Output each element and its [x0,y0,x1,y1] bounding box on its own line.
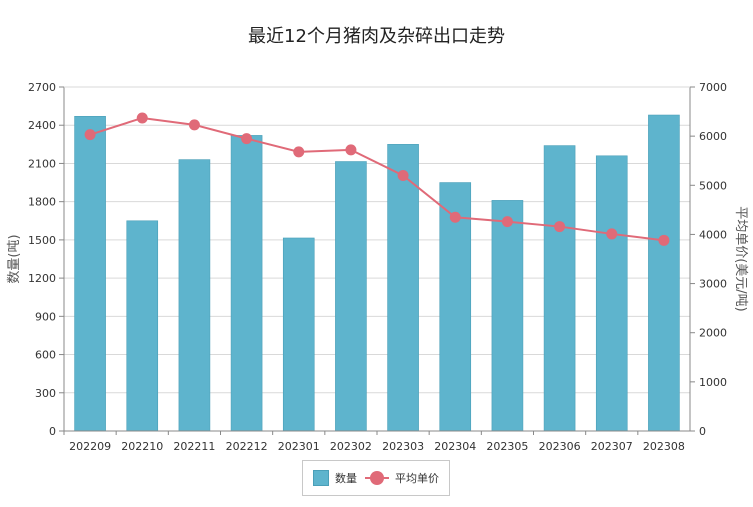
bar-202307[interactable] [595,155,628,432]
chart-title: 最近12个月猪肉及杂碎出口走势 [248,26,505,47]
avg-price-point-202307[interactable] [606,228,618,240]
x-tick-label: 202303 [382,440,424,453]
avg-price-point-202301[interactable] [293,146,305,158]
bar-202209[interactable] [74,116,106,432]
legend-label-avg-price: 平均单价 [395,472,439,485]
x-tick-label: 202306 [539,440,581,453]
left-tick-label: 0 [49,425,56,438]
line-series [84,112,670,246]
left-tick-label: 1200 [28,272,56,285]
bar-202210[interactable] [126,220,159,432]
bar-202305[interactable] [491,200,524,432]
bar-202301[interactable] [282,237,315,432]
bar-series [74,114,680,432]
left-tick-label: 900 [35,310,56,323]
bar-202306[interactable] [543,145,576,432]
left-tick-label: 1500 [28,234,56,247]
left-tick-label: 2100 [28,157,56,170]
x-tick-label: 202304 [434,440,476,453]
avg-price-point-202304[interactable] [449,211,461,223]
left-tick-label: 300 [35,387,56,400]
avg-price-point-202305[interactable] [501,216,513,228]
bar-202211[interactable] [178,159,211,432]
chart-legend: 数量 平均单价 [302,460,450,496]
right-tick-label: 7000 [699,81,727,94]
x-tick-label: 202209 [69,440,111,453]
x-tick-label: 202211 [173,440,215,453]
right-axis-title: 平均单价(美元/吨) [733,206,748,312]
legend-line-swatch-icon [365,471,389,485]
right-tick-label: 0 [699,425,706,438]
legend-item-quantity[interactable]: 数量 [313,470,357,486]
x-tick-label: 202301 [278,440,320,453]
avg-price-line [89,116,665,242]
left-tick-label: 1800 [28,196,56,209]
avg-price-point-202302[interactable] [345,144,357,156]
avg-price-point-202303[interactable] [397,169,409,181]
x-tick-label: 202308 [643,440,685,453]
x-tick-label: 202212 [226,440,268,453]
bar-202303[interactable] [387,144,419,432]
avg-price-point-202308[interactable] [658,234,670,246]
x-tick-label: 202307 [591,440,633,453]
bar-202212[interactable] [230,135,263,432]
legend-label-quantity: 数量 [335,472,357,485]
x-tick-label: 202302 [330,440,372,453]
avg-price-point-202209[interactable] [84,129,96,141]
left-axis-title: 数量(吨) [7,234,22,283]
right-tick-label: 4000 [699,228,727,241]
axes [59,86,695,435]
bar-202302[interactable] [335,161,367,432]
avg-price-point-202306[interactable] [554,221,566,233]
left-tick-label: 2700 [28,81,56,94]
right-tick-label: 1000 [699,376,727,389]
avg-price-point-202210[interactable] [136,112,148,124]
right-tick-label: 2000 [699,327,727,340]
legend-item-avg-price[interactable]: 平均单价 [365,470,439,486]
x-tick-label: 202305 [486,440,528,453]
avg-price-point-202212[interactable] [241,133,253,145]
right-tick-label: 6000 [699,130,727,143]
right-tick-label: 3000 [699,278,727,291]
left-tick-label: 600 [35,349,56,362]
left-tick-label: 2400 [28,119,56,132]
x-tick-label: 202210 [121,440,163,453]
right-tick-label: 5000 [699,179,727,192]
legend-bar-swatch-icon [313,470,329,486]
avg-price-point-202211[interactable] [188,119,200,131]
bar-202304[interactable] [439,182,472,432]
bar-202308[interactable] [648,114,680,432]
tick-labels: 0 300 600 900 1200 1500 1800 2100 2400 2700 0 1000 2… [7,81,748,453]
